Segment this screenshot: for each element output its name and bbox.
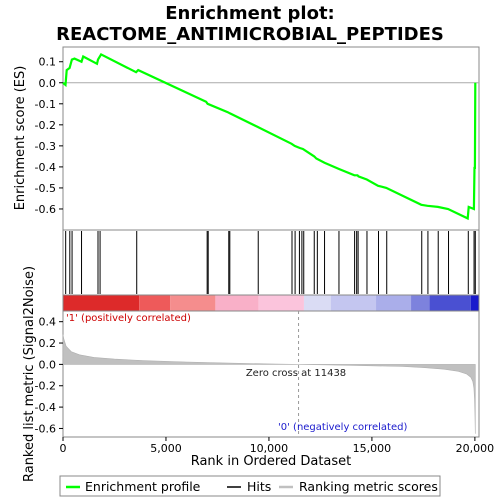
legend-item-ranking-metric-scores: Ranking metric scores — [279, 479, 438, 494]
rank-colour-band — [429, 295, 471, 311]
metric-y-tick-label: -0.6 — [35, 422, 56, 435]
legend-box — [59, 475, 441, 497]
positive-correlation-label: '1' (positively correlated) — [66, 313, 191, 324]
x-tick-label: 15,000 — [353, 442, 392, 455]
rank-colour-band — [411, 295, 430, 311]
metric-y-axis: 0.4 0.2 0.0 -0.2 -0.4 -0.6 — [35, 316, 63, 435]
metric-y-axis-label: Ranked list metric (Signal2Noise) — [22, 266, 37, 482]
x-tick-label: 10,000 — [250, 442, 289, 455]
es-y-tick-label: -0.2 — [35, 119, 56, 132]
metric-y-tick-label: -0.4 — [35, 401, 56, 414]
es-y-tick-label: -0.5 — [35, 182, 56, 195]
legend-label-ranking-metric-scores: Ranking metric scores — [299, 479, 438, 494]
metric-y-tick-label: 0.4 — [39, 316, 57, 329]
metric-plot-frame — [62, 310, 480, 438]
legend-label-enrichment-profile: Enrichment profile — [85, 479, 201, 494]
es-y-tick-label: -0.4 — [35, 161, 56, 174]
es-y-tick-label: 0.1 — [39, 56, 57, 69]
x-tick-label: 20,000 — [456, 442, 495, 455]
rank-colour-band — [215, 295, 259, 311]
negative-correlation-label: '0' (negatively correlated) — [278, 422, 407, 433]
es-y-tick-label: -0.6 — [35, 203, 56, 216]
metric-y-tick-label: 0.0 — [39, 358, 57, 371]
es-y-axis: 0.1 0.0 -0.1 -0.2 -0.3 -0.4 -0.5 -0.6 — [35, 56, 63, 216]
chart-title-line-1: Enrichment plot: — [165, 3, 335, 24]
es-y-tick-label: -0.1 — [35, 98, 56, 111]
hits-marks — [65, 231, 476, 294]
rank-colour-band — [258, 295, 304, 311]
rank-colour-band — [330, 295, 377, 311]
rank-colour-band — [63, 295, 140, 311]
es-y-tick-label: 0.0 — [39, 77, 57, 90]
chart-title-line-2: REACTOME_ANTIMICROBIAL_PEPTIDES — [56, 24, 444, 45]
metric-y-tick-label: 0.2 — [39, 337, 57, 350]
ranking-metric-area — [62, 334, 476, 434]
es-y-axis-label: Enrichment score (ES) — [13, 66, 28, 211]
rank-colour-band — [170, 295, 216, 311]
hits-panel-frame — [62, 229, 480, 296]
rank-colour-band — [376, 295, 412, 311]
x-tick-label: 0 — [60, 442, 67, 455]
rank-colour-bar — [63, 295, 479, 311]
x-axis-label: Rank in Ordered Dataset — [191, 454, 352, 469]
legend-item-enrichment-profile: Enrichment profile — [66, 479, 201, 494]
metric-y-tick-label: -0.2 — [35, 380, 56, 393]
legend-item-hits: Hits — [227, 479, 271, 494]
legend-label-hits: Hits — [247, 479, 271, 494]
rank-colour-band — [303, 295, 331, 311]
x-tick-label: 5,000 — [150, 442, 182, 455]
rank-colour-band — [470, 295, 479, 311]
zero-cross-label: Zero cross at 11438 — [246, 368, 346, 379]
enrichment-profile-line — [62, 52, 477, 221]
rank-colour-band — [139, 295, 171, 311]
es-y-tick-label: -0.3 — [35, 140, 56, 153]
metric-x-axis: 0 5,000 10,000 15,000 20,000 — [60, 437, 495, 455]
